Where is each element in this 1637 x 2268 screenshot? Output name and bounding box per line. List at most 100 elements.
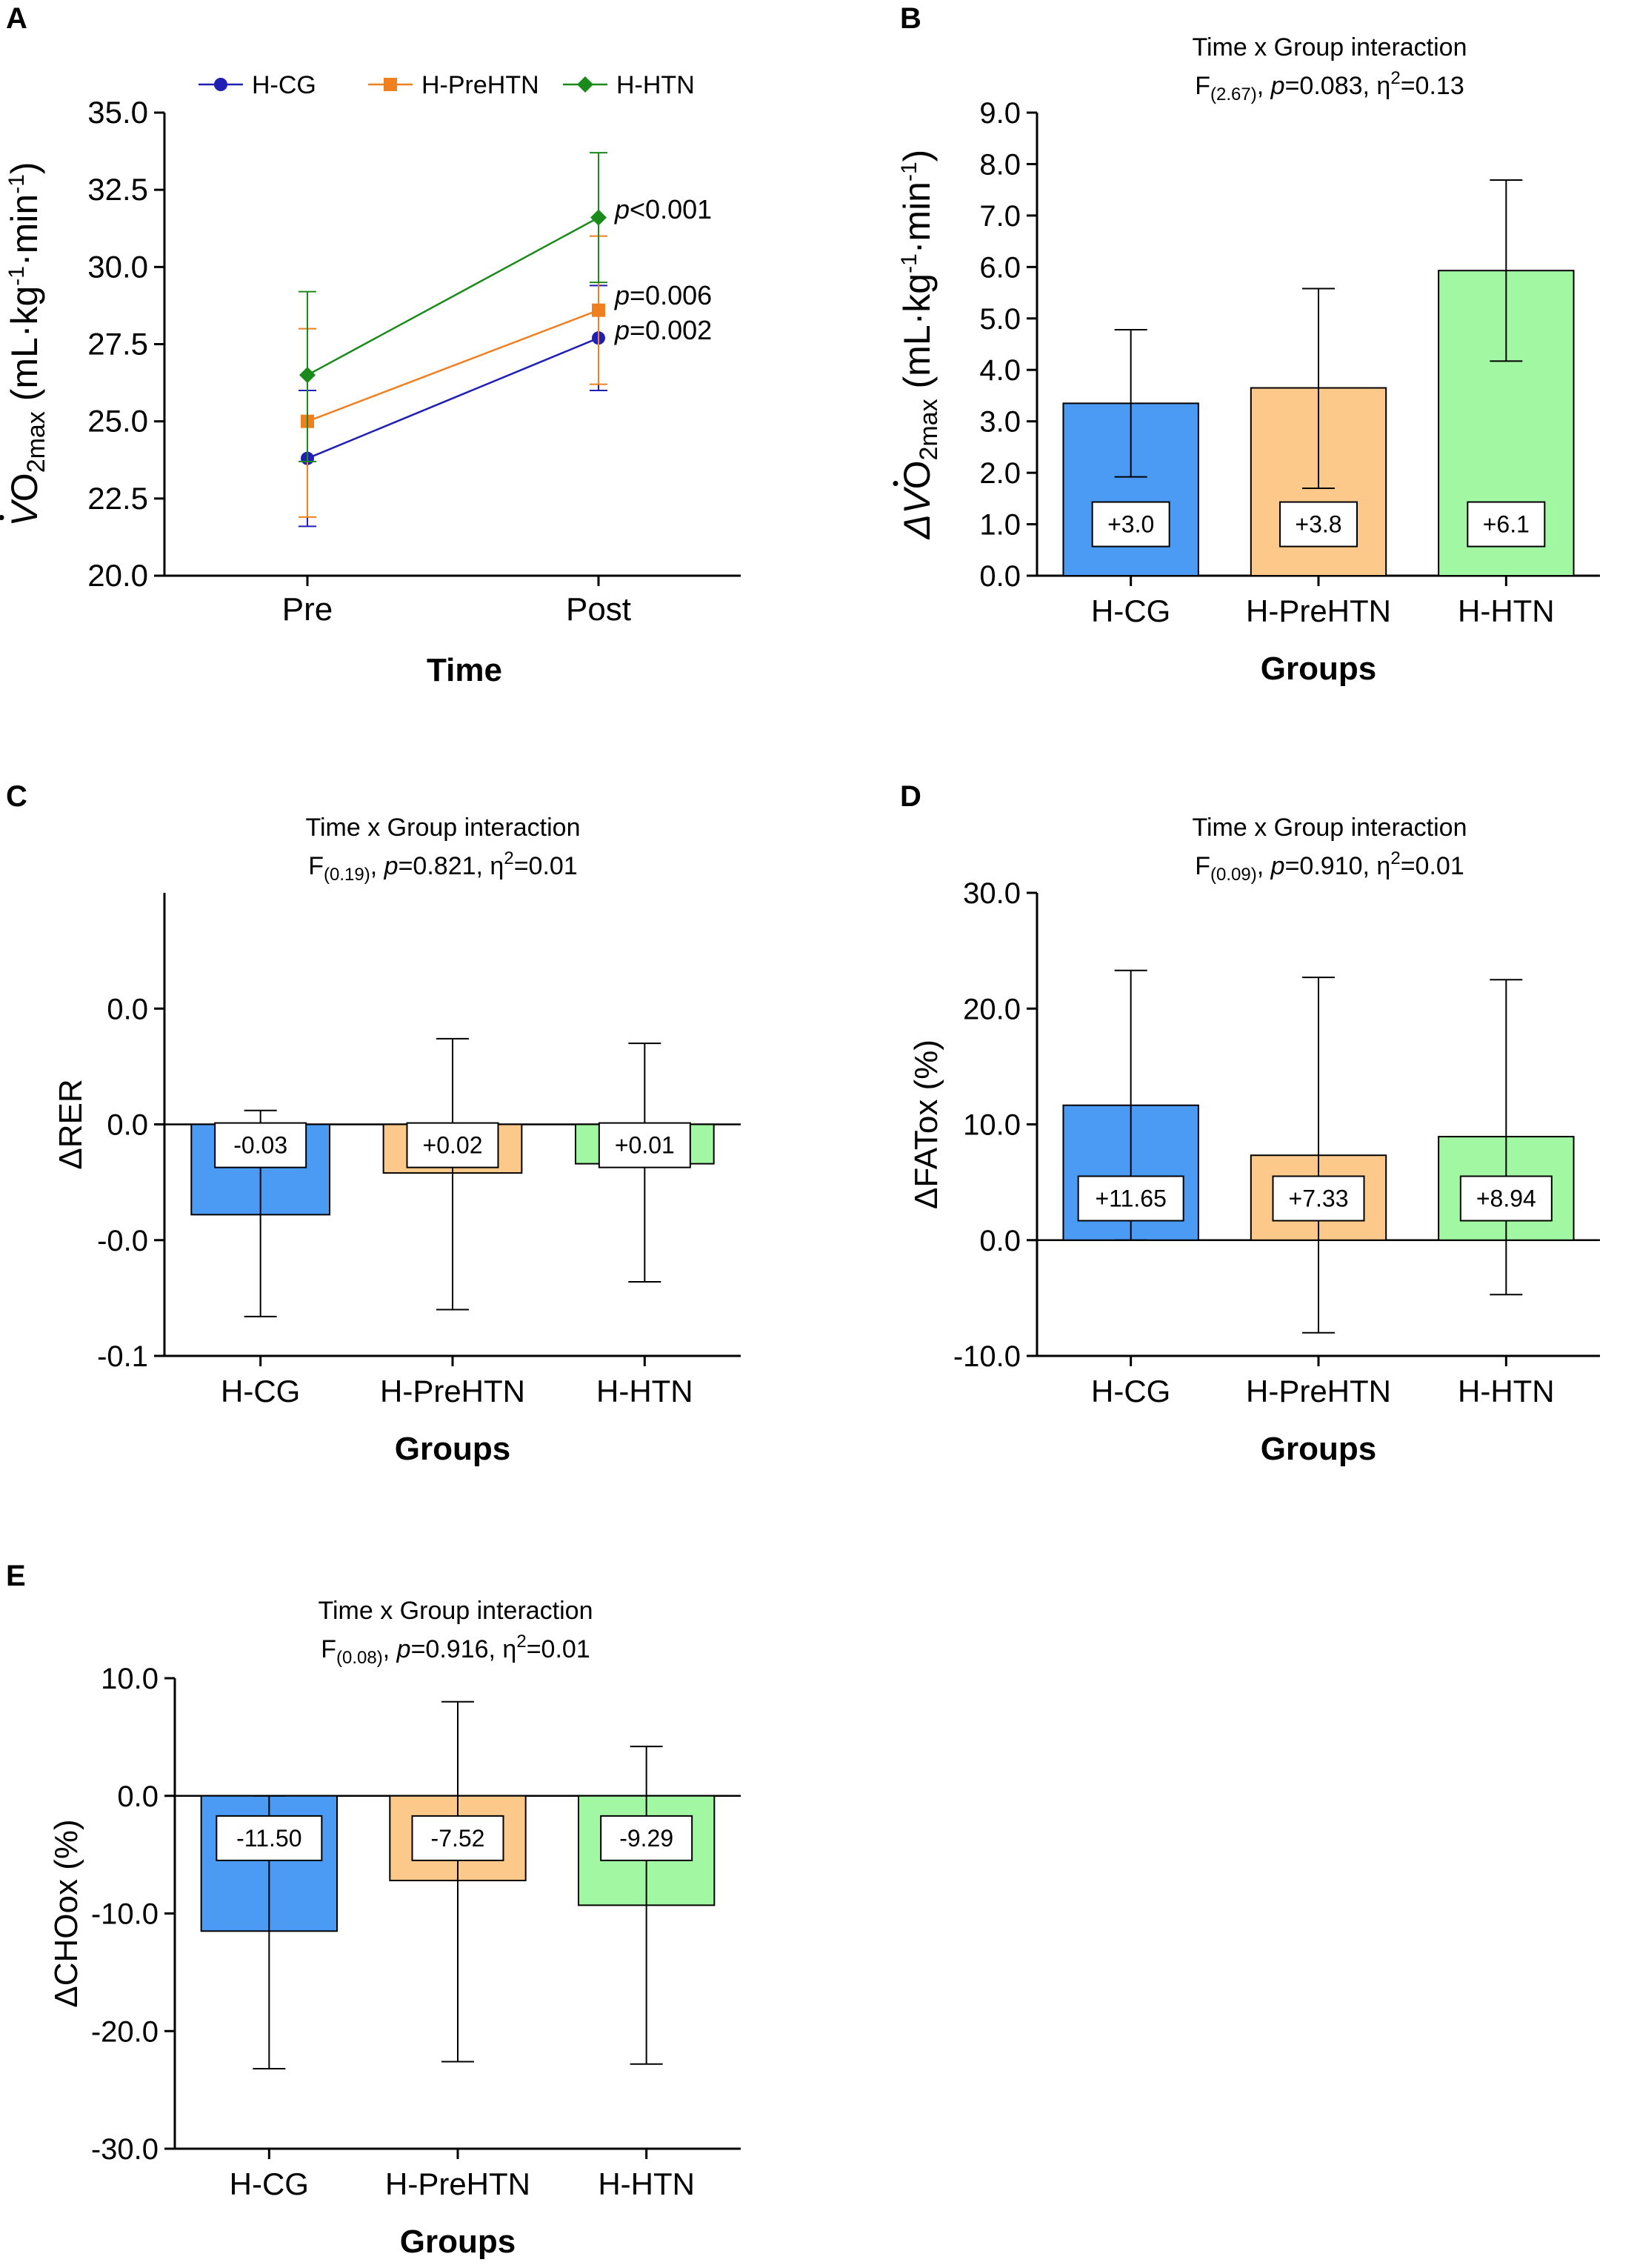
series-line-H-CG <box>307 337 599 459</box>
y-label-sub: 2max <box>915 399 943 460</box>
y-tick-label: 35.0 <box>87 95 148 130</box>
y-tick-label: 0.0 <box>979 1225 1021 1257</box>
y-label-unit: (mL·kg <box>896 273 938 399</box>
p-label-H-HTN: p<0.001 <box>614 194 712 225</box>
v-dot-decoration <box>893 481 898 486</box>
y-label-v: V <box>4 499 45 527</box>
y-label-delta: Δ <box>896 514 938 540</box>
y-tick-label: 5.0 <box>979 303 1021 336</box>
y-tick-label: 22.5 <box>87 481 148 516</box>
y-tick-label: 0.0 <box>979 560 1021 593</box>
y-label-v: V <box>896 486 938 514</box>
marker-H-CG <box>214 78 227 91</box>
y-label-exp2: -1 <box>897 162 921 182</box>
panel-letter-D: D <box>900 780 921 813</box>
y-label-exp1: -1 <box>897 253 921 273</box>
p-value: =0.006 <box>630 280 712 310</box>
y-label-sub: 2max <box>22 411 50 473</box>
p-value: =0.002 <box>630 315 712 345</box>
stats-eta-value: =0.01 <box>527 1635 590 1663</box>
panel-C: C Time x Group interaction F(0.19), p=0.82… <box>6 780 741 1467</box>
x-tick-label-H-CG: H-CG <box>230 2166 309 2201</box>
value-label-H-HTN: +8.94 <box>1476 1185 1536 1212</box>
stats-eta-superscript: 2 <box>516 1632 526 1652</box>
marker-H-PreHTN <box>384 78 397 91</box>
y-tick-label: 4.0 <box>979 354 1021 387</box>
series-line-H-HTN <box>307 216 599 376</box>
x-axis-label: Groups <box>1261 1431 1376 1467</box>
stats-eta: η <box>1376 72 1390 100</box>
stats-eta: η <box>502 1635 516 1663</box>
y-tick-label: -20.0 <box>91 2015 159 2048</box>
stats-p: p <box>384 852 399 880</box>
x-tick-label-H-PreHTN: H-PreHTN <box>1246 593 1391 628</box>
panel-A: A 20.0 22.5 25.0 27.5 30.0 32.5 35.0 Pre Post Time… <box>0 2 741 688</box>
y-label-o: O <box>896 461 938 490</box>
y-tick-label: 20.0 <box>963 993 1021 1025</box>
stats-f: F <box>321 1635 336 1663</box>
y-tick-label: 2.0 <box>979 457 1021 490</box>
value-label-box <box>216 1815 323 1861</box>
x-axis-label: Groups <box>395 1431 510 1467</box>
stats-line-C: F(0.19), p=0.821, η2=0.01 <box>308 848 577 885</box>
y-label-unit: (mL·kg <box>4 286 45 411</box>
marker-H-HTN <box>577 76 593 93</box>
panel-letter-C: C <box>6 780 27 813</box>
panel-D: D Time x Group interaction F(0.09), p=0.91… <box>900 780 1600 1467</box>
stats-p: p <box>1270 852 1285 880</box>
stats-sep: , <box>1257 72 1271 100</box>
x-tick-label-H-HTN: H-HTN <box>596 1374 693 1409</box>
stats-eta-value: =0.13 <box>1401 72 1464 100</box>
y-label-mid: ·min <box>896 182 938 253</box>
p-value: <0.001 <box>630 194 712 225</box>
value-label-box <box>598 1122 691 1168</box>
stats-p-value: =0.083, <box>1285 72 1377 100</box>
marker-H-PreHTN <box>592 303 605 317</box>
value-label-H-CG: -11.50 <box>236 1825 301 1852</box>
stats-eta: η <box>490 852 504 880</box>
value-label-H-CG: -0.03 <box>233 1132 287 1159</box>
panel-title: Time x Group interaction <box>1193 33 1467 61</box>
stats-line-D: F(0.09), p=0.910, η2=0.01 <box>1195 848 1464 885</box>
stats-eta-superscript: 2 <box>504 848 513 868</box>
value-label-H-PreHTN: +3.8 <box>1295 511 1341 538</box>
x-tick-label-H-HTN: H-HTN <box>1458 593 1555 628</box>
y-tick-label: 30.0 <box>87 249 148 284</box>
y-tick-label: 30.0 <box>963 877 1021 910</box>
stats-p: p <box>1270 72 1285 100</box>
p-italic: p <box>614 315 630 345</box>
stats-f: F <box>308 852 324 880</box>
y-tick-label: 1.0 <box>979 509 1021 542</box>
y-tick-label: 7.0 <box>979 200 1021 233</box>
stats-f-subscript: (2.67) <box>1210 84 1257 104</box>
y-label-exp1: -1 <box>4 266 29 286</box>
value-label-H-HTN: +6.1 <box>1483 511 1530 538</box>
p-label-H-PreHTN: p=0.006 <box>614 280 712 310</box>
value-label-H-HTN: -9.29 <box>619 1825 673 1852</box>
y-label-exp2: -1 <box>4 174 29 194</box>
stats-p: p <box>396 1635 411 1663</box>
value-label-H-PreHTN: +7.33 <box>1289 1185 1349 1212</box>
y-tick-label: 32.5 <box>87 172 148 207</box>
x-axis-label: Time <box>427 652 502 688</box>
p-italic: p <box>614 280 630 310</box>
x-tick-label-H-PreHTN: H-PreHTN <box>380 1374 525 1409</box>
x-tick-label-H-HTN: H-HTN <box>598 2166 695 2201</box>
stats-f-subscript: (0.09) <box>1210 865 1257 885</box>
value-label-box <box>411 1815 504 1861</box>
y-tick-label: 20.0 <box>87 558 148 593</box>
x-tick-label-Post: Post <box>566 591 631 628</box>
stats-p-value: =0.916, <box>411 1635 503 1663</box>
stats-line-E: F(0.08), p=0.916, η2=0.01 <box>321 1632 590 1668</box>
y-tick-label: 25.0 <box>87 404 148 439</box>
marker-H-HTN <box>299 367 316 384</box>
stats-eta-value: =0.01 <box>514 852 578 880</box>
y-axis-label: ΔRER <box>53 1079 89 1169</box>
x-tick-label-H-HTN: H-HTN <box>1458 1374 1555 1409</box>
panel-title: Time x Group interaction <box>1193 814 1467 842</box>
y-tick-label: 6.0 <box>979 251 1021 284</box>
x-axis-label: Groups <box>400 2224 516 2260</box>
legend-label-H-HTN: H-HTN <box>616 71 695 99</box>
y-axis-label: ΔCHOox (%) <box>48 1819 84 2007</box>
value-label-H-HTN: +0.01 <box>615 1132 675 1159</box>
